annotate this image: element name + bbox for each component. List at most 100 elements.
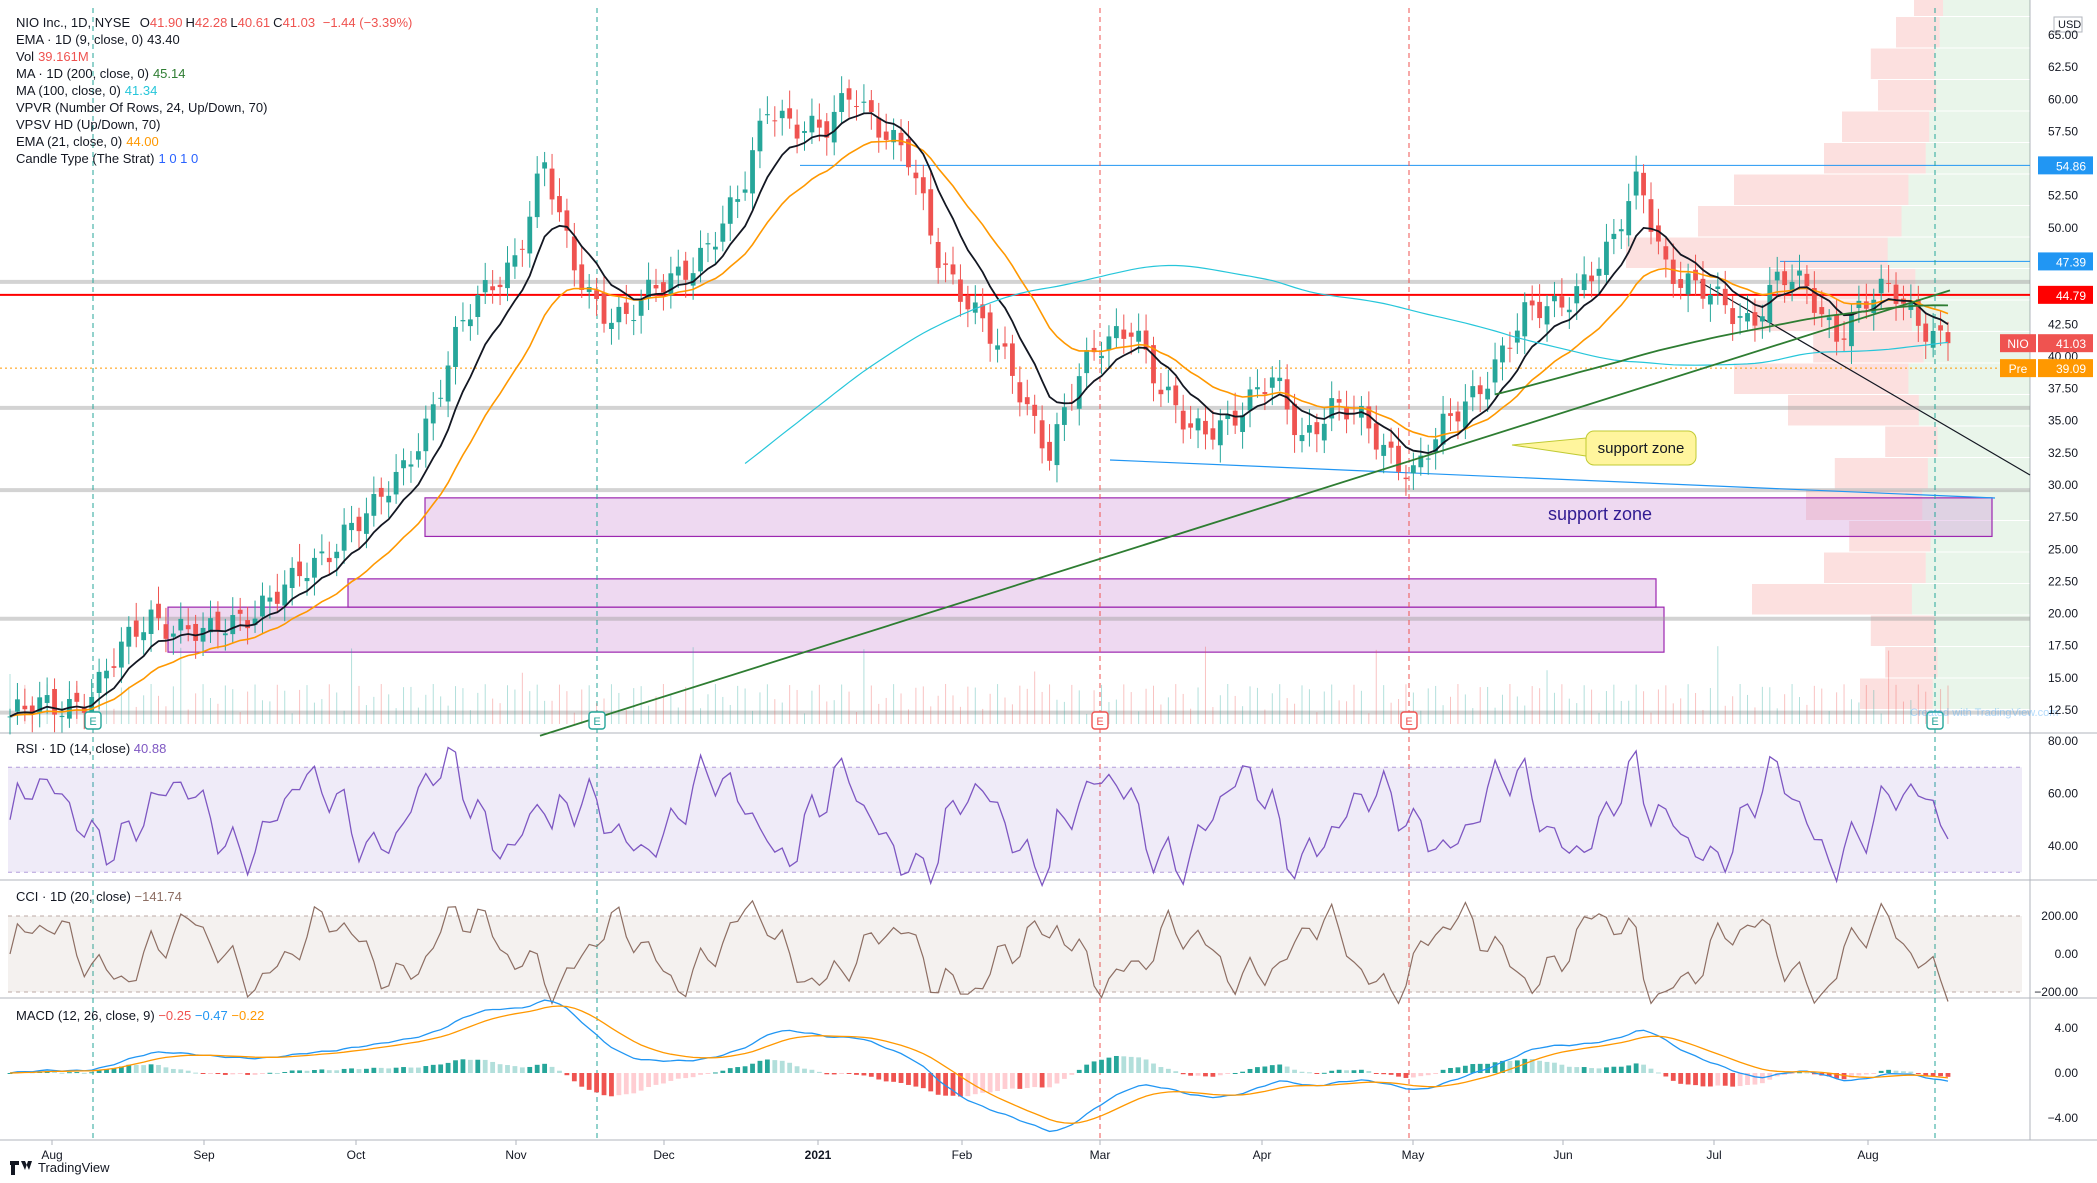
indicator-row[interactable]: EMA (21, close, 0) 44.00 — [16, 133, 412, 150]
macd-bar — [586, 1073, 592, 1090]
candle-body — [1767, 284, 1773, 323]
candle-body — [148, 609, 154, 634]
candle-body — [1811, 288, 1817, 313]
macd-bar — [215, 1073, 221, 1075]
macd-bar — [1477, 1063, 1483, 1073]
macd-bar — [1128, 1056, 1134, 1073]
price-tag-text: Pre — [2009, 362, 2028, 376]
macd-bar — [1930, 1073, 1936, 1077]
vp-down-bar — [1734, 174, 1909, 205]
macd-bar — [1388, 1073, 1394, 1075]
earnings-badge — [84, 711, 102, 730]
macd-bar — [267, 1072, 273, 1074]
vp-down-bar — [1860, 678, 1933, 709]
vp-up-bar — [1934, 48, 2030, 79]
price-tag-bg — [2000, 359, 2036, 378]
macd-bar — [1678, 1073, 1684, 1084]
macd-bar — [1559, 1064, 1565, 1073]
macd-bar — [1329, 1070, 1335, 1073]
macd-bar — [616, 1073, 622, 1096]
rsi-line — [9, 746, 1949, 888]
brand-name[interactable]: TradingView — [38, 1160, 110, 1175]
macd-legend: MACD (12, 26, close, 9) −0.25 −0.47 −0.2… — [16, 1008, 264, 1023]
candle-body — [1292, 403, 1297, 436]
candle-body — [7, 716, 13, 718]
macd-bar — [653, 1073, 659, 1085]
vp-down-bar — [1824, 552, 1926, 583]
vp-down-bar — [1885, 426, 1938, 457]
macd-bar — [1047, 1073, 1052, 1088]
macd-bar — [519, 1067, 525, 1073]
candle-body — [326, 557, 332, 563]
candle-body — [1195, 418, 1201, 431]
indicator-row[interactable]: Vol 39.161M — [16, 48, 412, 65]
candle-body — [1782, 271, 1788, 286]
time-tick: 2021 — [805, 1148, 832, 1162]
candle-body — [713, 246, 718, 250]
cci-tick: 200.00 — [2041, 909, 2078, 923]
candle-body — [386, 495, 392, 503]
candle-body — [1930, 330, 1936, 348]
price-tick: 27.50 — [2048, 510, 2078, 524]
candle-body — [59, 715, 65, 718]
macd-bar — [1722, 1073, 1728, 1086]
macd-bar — [802, 1068, 807, 1073]
candle-body — [913, 172, 919, 179]
candle-body — [720, 223, 726, 242]
time-tick: Dec — [653, 1148, 674, 1162]
earnings-badge — [1400, 711, 1418, 730]
macd-bar — [1054, 1073, 1060, 1084]
time-tick: Oct — [347, 1148, 366, 1162]
candle-body — [891, 129, 897, 143]
candle-body — [831, 111, 837, 143]
candle-body — [423, 418, 429, 452]
candle-body — [816, 119, 822, 128]
macd-bar — [906, 1073, 911, 1085]
macd-bar — [111, 1068, 117, 1073]
macd-bar — [371, 1067, 377, 1073]
macd-bar — [1648, 1068, 1654, 1073]
macd-label[interactable]: MACD (12, 26, close, 9) — [16, 1008, 155, 1023]
macd-bar — [1544, 1061, 1550, 1073]
price-tick: 60.00 — [2048, 92, 2078, 106]
candle-body — [1307, 425, 1312, 433]
candle-body — [1084, 350, 1090, 374]
tradingview-logo-icon[interactable] — [10, 1160, 32, 1175]
rsi-label[interactable]: RSI · 1D (14, close) — [16, 741, 131, 756]
rsi-tick: 60.00 — [2048, 787, 2078, 801]
indicator-row[interactable]: EMA · 1D (9, close, 0) 43.40 — [16, 31, 412, 48]
indicator-row[interactable]: VPSV HD (Up/Down, 70) — [16, 116, 412, 133]
macd-bar — [96, 1070, 102, 1073]
price-tick: 30.00 — [2048, 478, 2078, 492]
candle-body — [282, 584, 288, 606]
candle-body — [22, 705, 28, 710]
candle-body — [839, 93, 845, 112]
indicator-row[interactable]: Candle Type (The Strat) 1 0 1 0 — [16, 150, 412, 167]
macd-bar — [1165, 1068, 1171, 1073]
macd-bar — [1262, 1066, 1268, 1073]
earnings-letter: E — [1096, 716, 1103, 728]
macd-bar — [1500, 1060, 1505, 1073]
rsi-legend: RSI · 1D (14, close) 40.88 — [16, 741, 166, 756]
indicator-row[interactable]: MA (100, close, 0) 41.34 — [16, 82, 412, 99]
candle-body — [1225, 414, 1231, 420]
candle-body — [1737, 316, 1743, 318]
candle-body — [1203, 420, 1208, 435]
candle-body — [1656, 225, 1661, 242]
vp-up-bar — [1908, 174, 2030, 205]
macd-bar — [1849, 1073, 1854, 1078]
indicator-row[interactable]: VPVR (Number Of Rows, 24, Up/Down, 70) — [16, 99, 412, 116]
candle-body — [1745, 313, 1750, 322]
symbol-name[interactable]: NIO Inc., 1D, NYSE — [16, 15, 131, 30]
macd-bar — [1596, 1068, 1602, 1073]
indicator-row[interactable]: MA · 1D (200, close, 0) 45.14 — [16, 65, 412, 82]
macd-bar — [1782, 1073, 1788, 1075]
macd-bar — [995, 1073, 1000, 1091]
macd-bar — [1611, 1066, 1617, 1073]
candle-body — [260, 595, 265, 617]
vp-down-bar — [1824, 143, 1926, 174]
candle-body — [1537, 301, 1543, 319]
cci-label[interactable]: CCI · 1D (20, close) — [16, 889, 131, 904]
candle-body — [156, 603, 161, 619]
